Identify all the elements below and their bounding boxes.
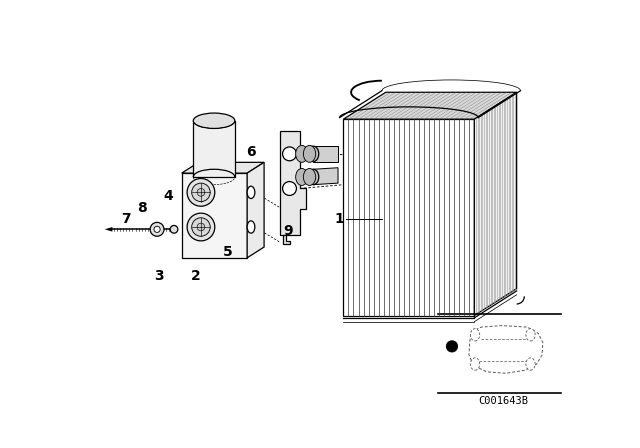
Ellipse shape xyxy=(526,329,535,341)
Text: 4: 4 xyxy=(163,189,173,203)
Text: 7: 7 xyxy=(122,212,131,226)
Polygon shape xyxy=(283,235,291,244)
Polygon shape xyxy=(182,162,264,173)
Ellipse shape xyxy=(193,113,235,129)
Circle shape xyxy=(283,181,296,195)
Circle shape xyxy=(197,223,205,231)
Polygon shape xyxy=(314,146,338,162)
Circle shape xyxy=(192,183,210,202)
Circle shape xyxy=(187,213,215,241)
Circle shape xyxy=(192,218,210,236)
Text: C001643B: C001643B xyxy=(479,396,529,406)
Circle shape xyxy=(447,341,458,352)
Polygon shape xyxy=(193,121,235,177)
Text: 8: 8 xyxy=(137,201,147,215)
Polygon shape xyxy=(105,227,113,232)
Ellipse shape xyxy=(296,146,308,162)
Ellipse shape xyxy=(526,358,535,370)
Ellipse shape xyxy=(303,146,316,162)
Polygon shape xyxy=(344,119,474,315)
Ellipse shape xyxy=(470,358,480,370)
Text: 6: 6 xyxy=(246,145,256,159)
Polygon shape xyxy=(182,173,247,258)
Circle shape xyxy=(170,225,178,233)
Circle shape xyxy=(154,226,160,233)
Ellipse shape xyxy=(308,169,319,185)
Text: 2: 2 xyxy=(191,268,200,283)
Polygon shape xyxy=(474,92,516,315)
Ellipse shape xyxy=(470,329,480,341)
Ellipse shape xyxy=(247,221,255,233)
Text: 3: 3 xyxy=(154,268,163,283)
Circle shape xyxy=(197,189,205,196)
Circle shape xyxy=(283,147,296,161)
Circle shape xyxy=(187,178,215,206)
Circle shape xyxy=(150,222,164,236)
Ellipse shape xyxy=(303,168,316,185)
Text: 5: 5 xyxy=(223,246,233,259)
Text: 9: 9 xyxy=(283,224,292,238)
Polygon shape xyxy=(344,92,516,119)
Polygon shape xyxy=(314,168,338,185)
Ellipse shape xyxy=(247,186,255,198)
Polygon shape xyxy=(280,131,306,235)
Polygon shape xyxy=(247,162,264,258)
Text: 1: 1 xyxy=(335,212,344,226)
Ellipse shape xyxy=(296,168,308,185)
Ellipse shape xyxy=(308,146,319,162)
